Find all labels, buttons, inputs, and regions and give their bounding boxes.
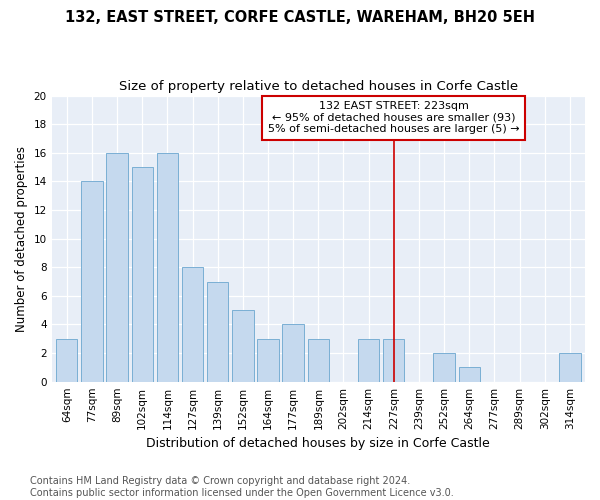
Text: 132 EAST STREET: 223sqm
← 95% of detached houses are smaller (93)
5% of semi-det: 132 EAST STREET: 223sqm ← 95% of detache… [268,102,520,134]
Text: 132, EAST STREET, CORFE CASTLE, WAREHAM, BH20 5EH: 132, EAST STREET, CORFE CASTLE, WAREHAM,… [65,10,535,25]
Bar [207,282,229,382]
Bar [559,353,581,382]
Text: Contains HM Land Registry data © Crown copyright and database right 2024.
Contai: Contains HM Land Registry data © Crown c… [30,476,454,498]
Bar [358,339,379,382]
X-axis label: Distribution of detached houses by size in Corfe Castle: Distribution of detached houses by size … [146,437,490,450]
Bar [257,339,279,382]
Bar [232,310,254,382]
Bar [383,339,404,382]
Y-axis label: Number of detached properties: Number of detached properties [15,146,28,332]
Bar [157,153,178,382]
Bar [283,324,304,382]
Bar [56,339,77,382]
Bar [308,339,329,382]
Bar [182,267,203,382]
Title: Size of property relative to detached houses in Corfe Castle: Size of property relative to detached ho… [119,80,518,93]
Bar [433,353,455,382]
Bar [81,182,103,382]
Bar [131,167,153,382]
Bar [458,368,480,382]
Bar [106,153,128,382]
